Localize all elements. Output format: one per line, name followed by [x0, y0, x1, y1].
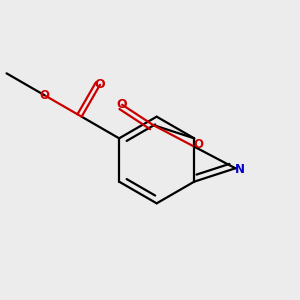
Text: O: O — [193, 138, 203, 152]
Text: O: O — [117, 98, 128, 111]
Text: O: O — [39, 88, 49, 101]
Text: O: O — [95, 78, 105, 91]
Text: N: N — [234, 164, 244, 176]
